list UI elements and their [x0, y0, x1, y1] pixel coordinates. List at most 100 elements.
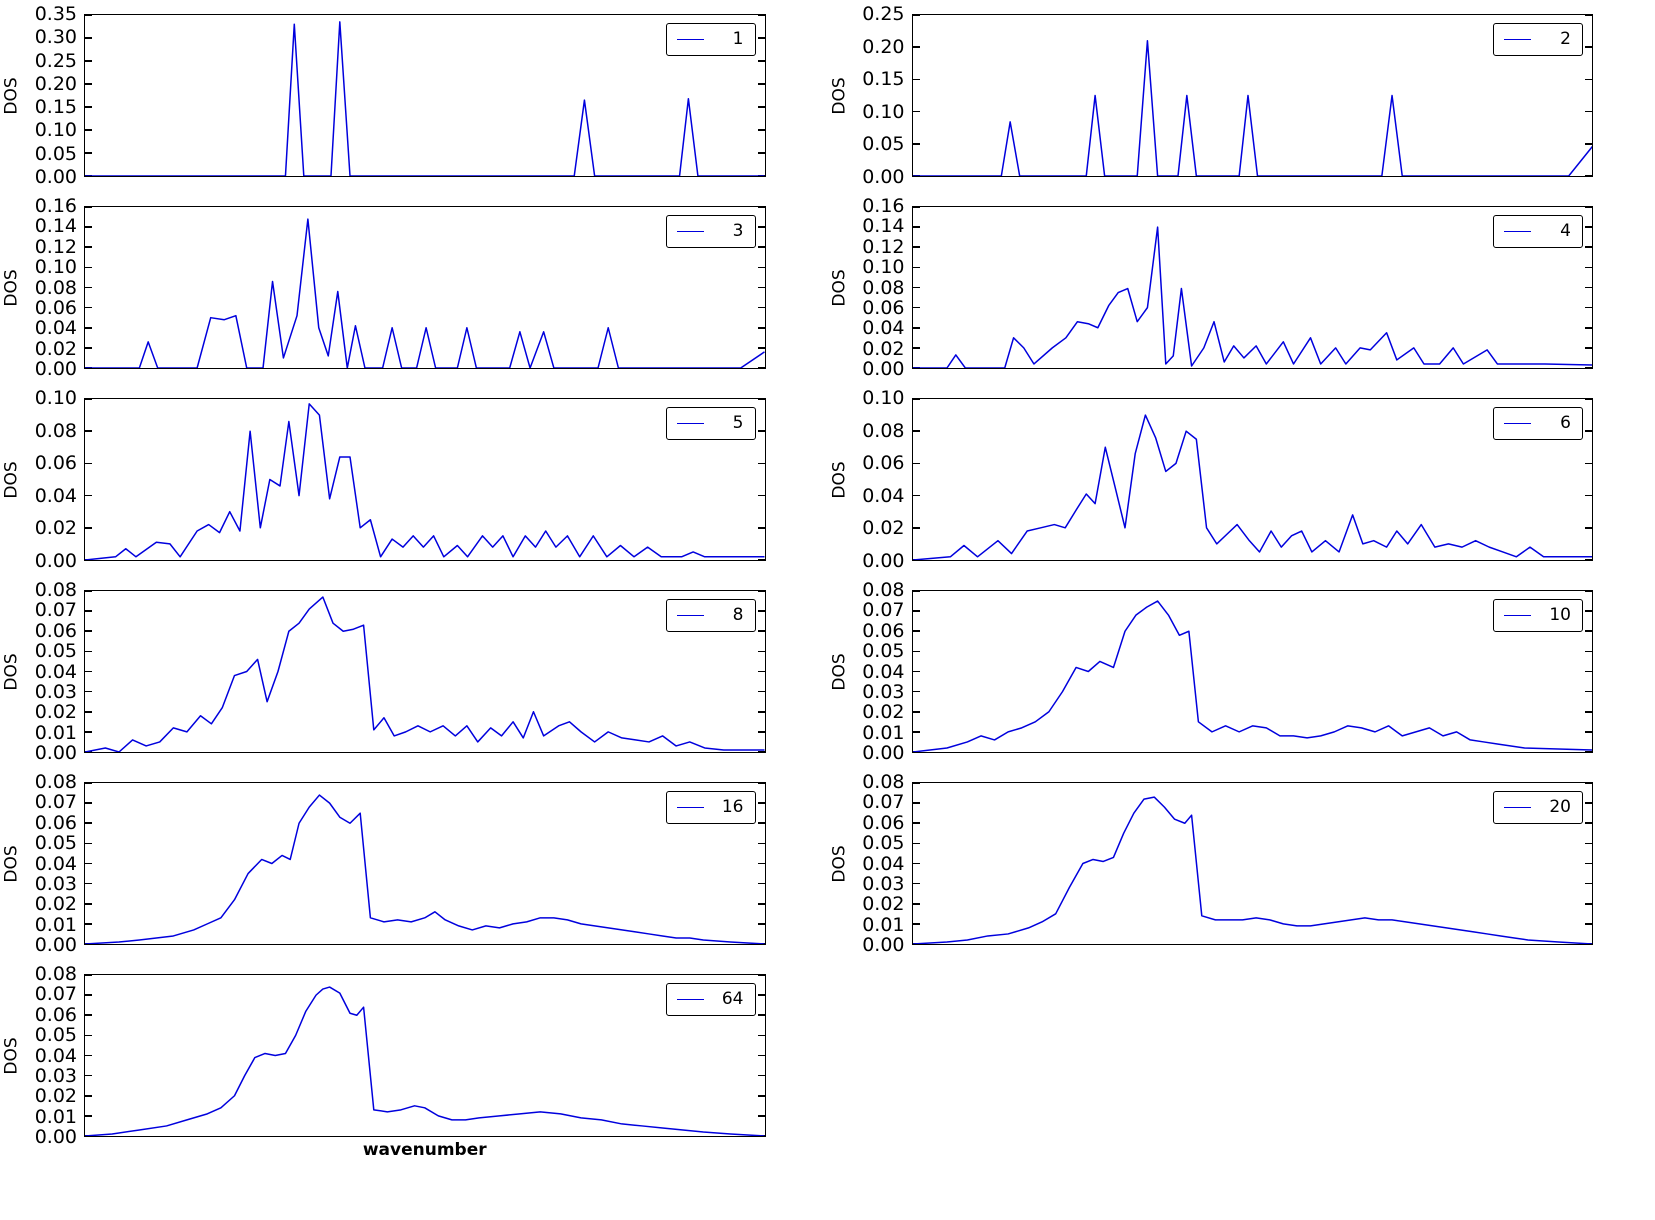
- y-tick-label: 0.08: [34, 276, 77, 299]
- y-tick-mark: [757, 494, 765, 497]
- y-tick-label: 0.04: [34, 1044, 77, 1067]
- y-tick-label: 0.07: [34, 983, 77, 1006]
- y-tick-label: 0.04: [34, 660, 77, 683]
- y-tick-mark: [912, 650, 920, 653]
- y-tick-mark: [912, 78, 920, 81]
- y-tick-mark: [757, 802, 765, 804]
- y-tick-label: 0.04: [862, 317, 905, 340]
- y-tick-label: 0.16: [862, 195, 905, 217]
- y-axis-label-text: DOS: [829, 76, 850, 115]
- legend: 8: [665, 599, 756, 632]
- y-tick-mark: [757, 37, 765, 39]
- y-tick-mark: [1585, 710, 1592, 713]
- y-tick-mark: [757, 1074, 765, 1077]
- plot-box-wrap: 5: [84, 398, 766, 561]
- y-tick-mark: [1585, 650, 1592, 653]
- dos-curve: [85, 399, 765, 560]
- y-tick-label: 0.06: [34, 296, 77, 319]
- y-tick-mark: [912, 306, 920, 309]
- legend-line-sample: [1504, 39, 1531, 40]
- y-axis-label-text: DOS: [2, 1036, 23, 1075]
- y-tick-label: 0.10: [34, 256, 77, 279]
- legend-label: 6: [1560, 413, 1571, 433]
- y-tick-mark: [1585, 206, 1592, 208]
- y-tick-label: 0.20: [862, 35, 905, 58]
- y-tick-label: 0.05: [34, 640, 77, 663]
- y-tick-label: 0.03: [862, 872, 905, 895]
- y-tick-mark: [85, 822, 92, 825]
- legend-line-sample: [1504, 423, 1531, 424]
- y-tick-label: 0.25: [34, 49, 77, 72]
- legend-line-sample: [676, 231, 704, 232]
- y-tick-label: 0.00: [34, 1126, 77, 1148]
- legend: 2: [1493, 23, 1583, 56]
- y-tick-label: 0.00: [862, 166, 905, 188]
- y-tick-mark: [85, 106, 92, 108]
- legend: 3: [665, 215, 756, 248]
- y-tick-label: 0.08: [862, 419, 905, 442]
- y-tick-mark: [85, 206, 92, 208]
- y-tick-label: 0.06: [862, 296, 905, 319]
- y-tick-mark: [757, 862, 765, 865]
- y-tick-mark: [1585, 923, 1592, 925]
- y-tick-label: 0.08: [34, 419, 77, 442]
- y-tick-mark: [1585, 78, 1592, 81]
- y-tick-mark: [1585, 398, 1592, 400]
- y-tick-mark: [1585, 527, 1592, 529]
- subplot-6: DOS 0.00 0.02 0.04 0.06 0.08 0.10 6: [828, 388, 1655, 571]
- y-tick-mark: [912, 902, 920, 905]
- y-tick-mark: [85, 782, 92, 784]
- legend-label: 1: [732, 29, 744, 49]
- y-tick-mark: [912, 14, 920, 16]
- y-tick-mark: [1585, 882, 1592, 885]
- y-tick-label: 0.25: [862, 3, 905, 25]
- plot-area: 2: [911, 14, 1593, 177]
- y-tick-mark: [85, 527, 92, 529]
- y-axis-label: DOS: [0, 206, 24, 369]
- y-tick-mark: [85, 398, 92, 400]
- legend-line-sample: [1504, 807, 1531, 808]
- y-tick-mark: [912, 347, 920, 349]
- y-tick-label: 0.14: [34, 215, 77, 238]
- y-tick-label: 0.02: [862, 893, 905, 916]
- y-tick-label: 0.10: [862, 387, 905, 409]
- y-tick-labels: 0.00 0.01 0.02 0.03 0.04 0.05 0.06 0.07 0.08: [24, 580, 84, 763]
- legend: 6: [1493, 407, 1583, 440]
- y-tick-label: 0.01: [862, 913, 905, 936]
- y-tick-mark: [757, 462, 765, 465]
- y-axis-label-text: DOS: [2, 460, 23, 499]
- y-tick-mark: [85, 326, 92, 329]
- y-tick-label: 0.02: [34, 337, 77, 360]
- y-axis-label: DOS: [828, 782, 852, 945]
- y-tick-label: 0.01: [34, 1105, 77, 1128]
- subplot-1: DOS 0.00 0.05 0.10 0.15 0.20 0.25 0.30 0.35 1: [0, 4, 828, 187]
- y-tick-label: 0.02: [34, 517, 77, 540]
- y-tick-mark: [85, 266, 92, 269]
- y-tick-mark: [757, 610, 765, 612]
- y-tick-mark: [85, 430, 92, 432]
- y-tick-mark: [1585, 630, 1592, 633]
- subplot-2: DOS 0.00 0.05 0.10 0.15 0.20 0.25 2: [828, 4, 1655, 187]
- y-tick-mark: [912, 398, 920, 400]
- y-tick-mark: [912, 590, 920, 592]
- y-tick-mark: [757, 923, 765, 925]
- y-tick-mark: [757, 367, 765, 369]
- y-tick-label: 0.00: [862, 358, 905, 380]
- plot-box-wrap: 20: [911, 782, 1593, 945]
- y-tick-mark: [1585, 246, 1592, 249]
- y-tick-mark: [85, 590, 92, 592]
- y-tick-mark: [912, 226, 920, 228]
- y-tick-mark: [912, 206, 920, 208]
- y-tick-mark: [1585, 110, 1592, 113]
- y-tick-label: 0.04: [34, 317, 77, 340]
- legend-label: 16: [721, 797, 744, 817]
- y-tick-mark: [1585, 590, 1592, 592]
- y-tick-label: 0.08: [34, 579, 77, 601]
- dos-curve: [85, 783, 765, 944]
- plot-area: 8: [84, 590, 766, 753]
- y-tick-mark: [912, 862, 920, 865]
- y-tick-mark: [912, 462, 920, 465]
- legend-label: 10: [1549, 605, 1571, 625]
- y-axis-label-text: DOS: [829, 844, 850, 883]
- y-axis-label: DOS: [828, 590, 852, 753]
